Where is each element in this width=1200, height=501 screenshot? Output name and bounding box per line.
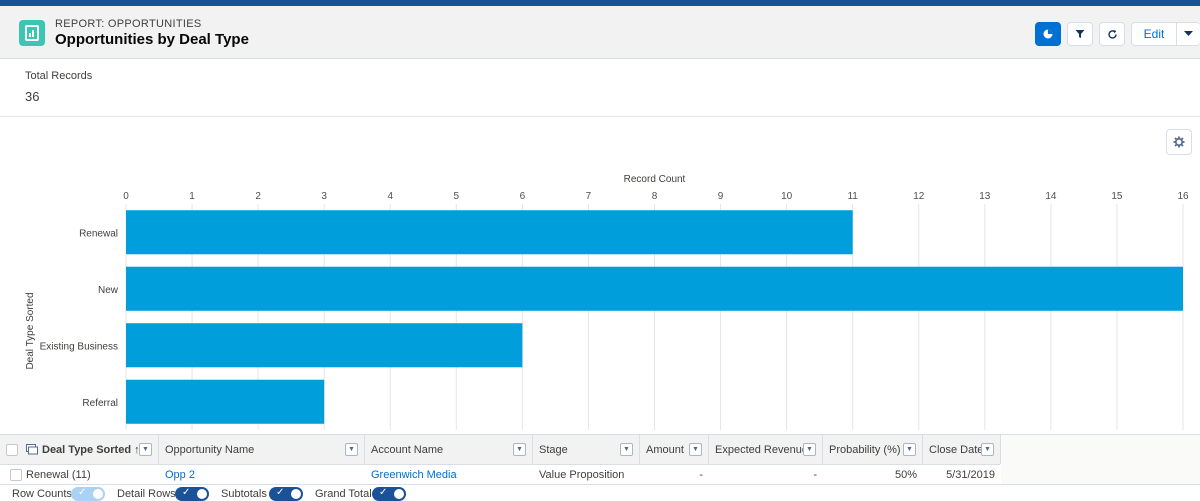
table-cell-probability: 50% bbox=[823, 465, 923, 485]
page-title: Opportunities by Deal Type bbox=[55, 31, 249, 48]
top-strip bbox=[0, 0, 1200, 6]
x-tick-label: 11 bbox=[847, 191, 858, 202]
x-tick-label: 1 bbox=[189, 191, 195, 202]
table-cell-stage: Value Proposition bbox=[533, 465, 640, 485]
column-header-label: Close Date bbox=[929, 443, 984, 456]
row-counts-label: Row Counts bbox=[12, 488, 72, 500]
total-records-value: 36 bbox=[25, 89, 40, 104]
x-tick-label: 2 bbox=[255, 191, 261, 202]
bar bbox=[126, 323, 523, 368]
total-records-label: Total Records bbox=[25, 70, 93, 82]
column-header-label: Amount bbox=[646, 443, 684, 456]
column-header-label: Account Name bbox=[371, 443, 444, 456]
chevron-down-icon[interactable]: ▼ bbox=[139, 443, 152, 456]
account-name-link[interactable]: Greenwich Media bbox=[365, 465, 533, 485]
category-label: Referral bbox=[82, 398, 118, 409]
chart-icon bbox=[1043, 29, 1053, 39]
row-divider bbox=[0, 464, 1000, 465]
check-icon: ✓ bbox=[276, 487, 285, 498]
x-tick-label: 4 bbox=[387, 191, 393, 202]
x-tick-label: 12 bbox=[913, 191, 925, 202]
bar bbox=[126, 379, 325, 424]
report-eyebrow: REPORT: OPPORTUNITIES bbox=[55, 18, 202, 30]
x-tick-label: 8 bbox=[652, 191, 658, 202]
category-label: New bbox=[98, 285, 119, 296]
row-checkbox[interactable] bbox=[10, 469, 22, 481]
row-counts-toggle[interactable]: ✓ bbox=[71, 487, 105, 501]
subtotals-label: Subtotals bbox=[221, 488, 267, 500]
x-tick-label: 3 bbox=[321, 191, 327, 202]
subtotals-toggle[interactable]: ✓ bbox=[269, 487, 303, 501]
chevron-down-icon[interactable]: ▼ bbox=[903, 443, 916, 456]
filter-button[interactable] bbox=[1067, 22, 1093, 46]
x-tick-label: 7 bbox=[586, 191, 592, 202]
column-header-label: Probability (%) bbox=[829, 443, 901, 456]
x-axis-label: Record Count bbox=[624, 174, 686, 185]
report-icon bbox=[19, 20, 45, 46]
column-header-label: Expected Revenue bbox=[715, 443, 808, 456]
x-tick-label: 9 bbox=[718, 191, 724, 202]
gear-icon bbox=[1173, 136, 1185, 148]
chevron-down-icon bbox=[1184, 31, 1193, 36]
x-tick-label: 6 bbox=[520, 191, 526, 202]
grand-total-toggle[interactable]: ✓ bbox=[372, 487, 406, 501]
check-icon: ✓ bbox=[182, 487, 191, 498]
group-label: Renewal (11) bbox=[26, 469, 91, 481]
chevron-down-icon[interactable]: ▼ bbox=[689, 443, 702, 456]
column-header-label: Deal Type Sorted ↑ bbox=[42, 443, 140, 456]
column-header-account-name[interactable]: Account Name ▼ bbox=[365, 435, 533, 464]
category-label: Existing Business bbox=[40, 341, 118, 352]
column-header-close-date[interactable]: Close Date ▼ bbox=[923, 435, 1001, 464]
column-header-opportunity-name[interactable]: Opportunity Name ▼ bbox=[159, 435, 365, 464]
x-tick-label: 13 bbox=[979, 191, 991, 202]
chevron-down-icon[interactable]: ▼ bbox=[345, 443, 358, 456]
table-cell-close-date: 5/31/2019 bbox=[923, 465, 1001, 485]
x-tick-label: 14 bbox=[1045, 191, 1057, 202]
x-tick-label: 15 bbox=[1111, 191, 1123, 202]
filter-icon bbox=[1075, 30, 1085, 38]
x-tick-label: 5 bbox=[454, 191, 460, 202]
refresh-button[interactable] bbox=[1099, 22, 1125, 46]
table-cell-amount: - bbox=[640, 465, 709, 485]
chevron-down-icon[interactable]: ▼ bbox=[981, 443, 994, 456]
refresh-icon bbox=[1107, 29, 1117, 39]
column-header-label: Opportunity Name bbox=[165, 443, 255, 456]
detail-rows-label: Detail Rows bbox=[117, 488, 176, 500]
chevron-down-icon[interactable]: ▼ bbox=[620, 443, 633, 456]
table-cell-expected-revenue: - bbox=[709, 465, 823, 485]
x-tick-label: 10 bbox=[781, 191, 793, 202]
chart-settings-button[interactable] bbox=[1166, 129, 1192, 155]
x-tick-label: 0 bbox=[123, 191, 129, 202]
chevron-down-icon[interactable]: ▼ bbox=[513, 443, 526, 456]
report-table: Deal Type Sorted ↑ ▼ Opportunity Name ▼ … bbox=[0, 434, 1200, 485]
group-icon bbox=[26, 444, 38, 455]
bar bbox=[126, 210, 853, 255]
column-header-stage[interactable]: Stage ▼ bbox=[533, 435, 640, 464]
bar bbox=[126, 266, 1183, 311]
y-axis-label: Deal Type Sorted bbox=[25, 292, 36, 369]
check-icon: ✓ bbox=[78, 487, 87, 498]
more-actions-button[interactable] bbox=[1176, 22, 1200, 46]
column-header-amount[interactable]: Amount ▼ bbox=[640, 435, 709, 464]
column-header-expected-revenue[interactable]: Expected Revenue ▼ bbox=[709, 435, 823, 464]
column-header-label: Stage bbox=[539, 443, 568, 456]
report-header: REPORT: OPPORTUNITIES Opportunities by D… bbox=[0, 6, 1200, 59]
report-footer: Row Counts ✓ Detail Rows ✓ Subtotals ✓ G… bbox=[0, 484, 1200, 501]
chart-toggle-button[interactable] bbox=[1035, 22, 1061, 46]
opportunity-name-link[interactable]: Opp 2 bbox=[159, 465, 365, 485]
x-tick-label: 16 bbox=[1177, 191, 1189, 202]
select-all-checkbox[interactable] bbox=[6, 443, 18, 456]
edit-button[interactable]: Edit bbox=[1131, 22, 1177, 46]
divider bbox=[0, 116, 1200, 117]
grand-total-label: Grand Total bbox=[315, 488, 372, 500]
column-header-probability[interactable]: Probability (%) ▼ bbox=[823, 435, 923, 464]
chevron-down-icon[interactable]: ▼ bbox=[803, 443, 816, 456]
table-cell-deal-type: Renewal (11) bbox=[0, 465, 159, 485]
check-icon: ✓ bbox=[379, 487, 388, 498]
detail-rows-toggle[interactable]: ✓ bbox=[175, 487, 209, 501]
column-header-deal-type[interactable]: Deal Type Sorted ↑ ▼ bbox=[0, 435, 159, 464]
category-label: Renewal bbox=[79, 228, 118, 239]
